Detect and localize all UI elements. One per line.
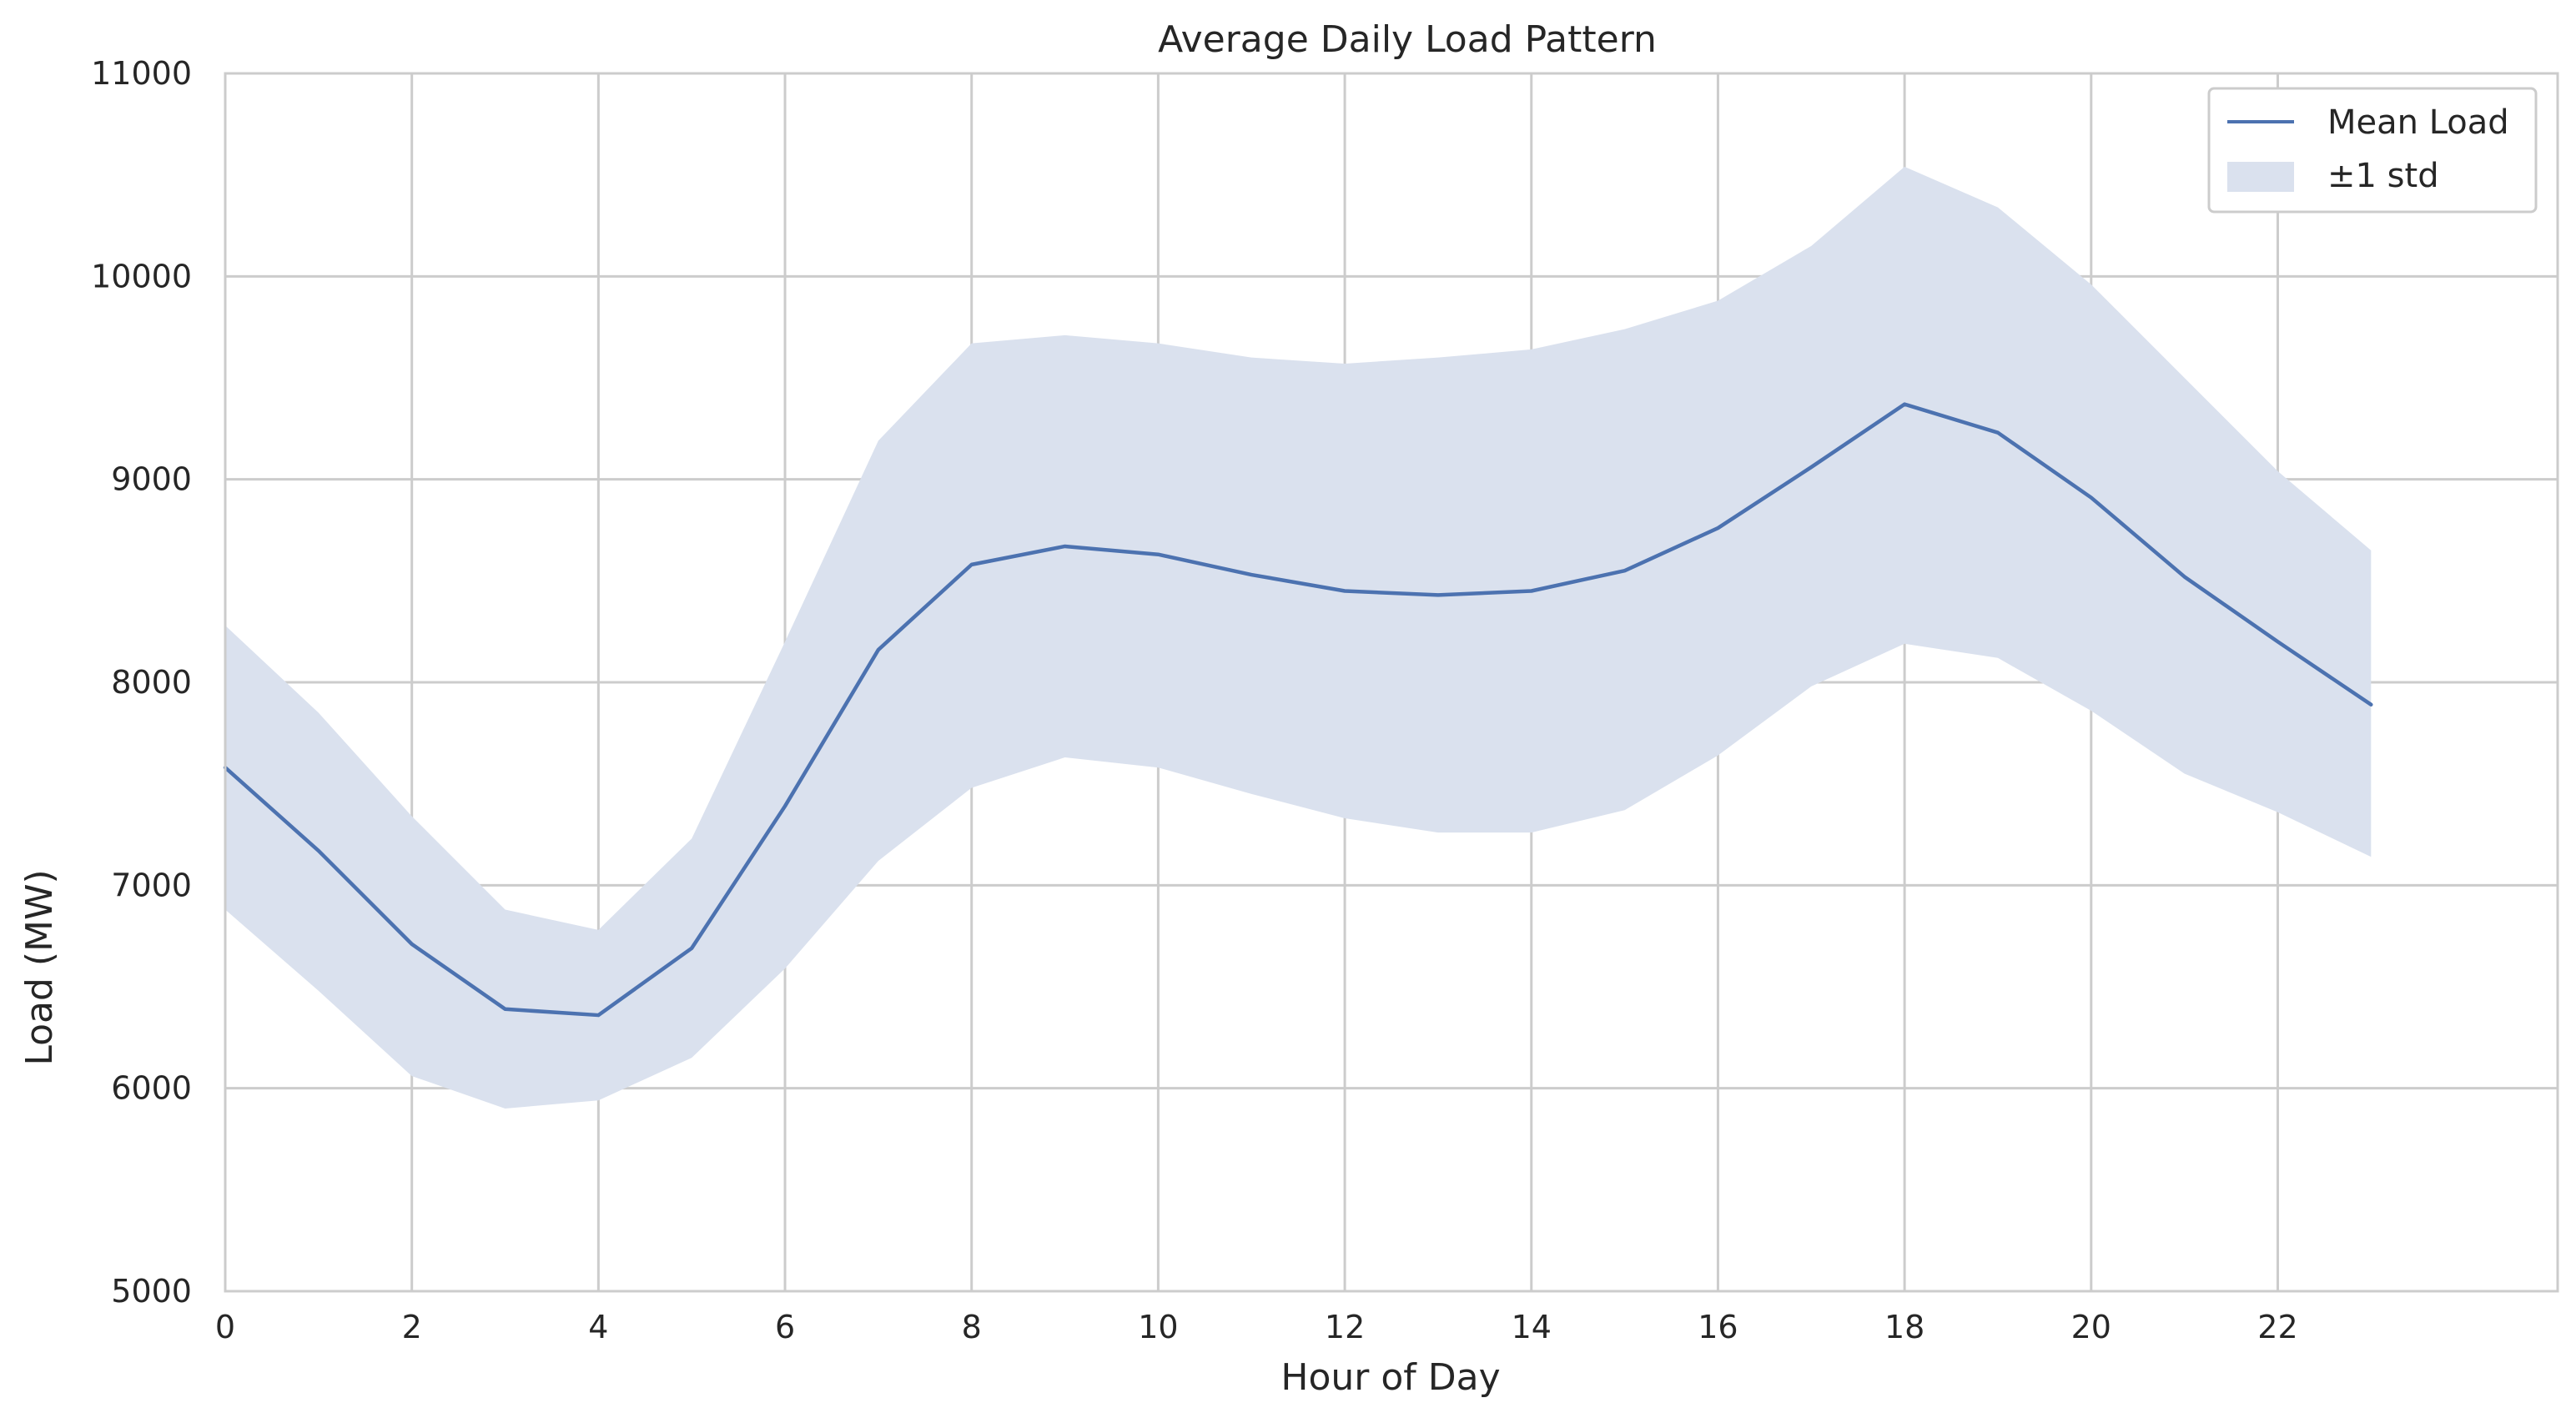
x-tick-label-10: 10 bbox=[1138, 1309, 1178, 1345]
x-tick-label-6: 6 bbox=[775, 1309, 795, 1345]
legend-label-std-band: ±1 std bbox=[2327, 157, 2439, 195]
x-tick-label-14: 14 bbox=[1512, 1309, 1552, 1345]
y-axis-title: Load (MW) bbox=[18, 869, 61, 1065]
chart-title: Average Daily Load Pattern bbox=[1158, 18, 1657, 61]
legend-label-mean-load: Mean Load bbox=[2327, 103, 2509, 142]
legend: Mean Load ±1 std bbox=[2209, 88, 2536, 212]
legend-band-swatch bbox=[2227, 162, 2294, 192]
y-tick-label-6000: 6000 bbox=[111, 1070, 192, 1107]
x-tick-label-2: 2 bbox=[402, 1309, 422, 1345]
x-tick-label-12: 12 bbox=[1325, 1309, 1365, 1345]
x-tick-label-20: 20 bbox=[2071, 1309, 2111, 1345]
x-tick-label-4: 4 bbox=[588, 1309, 608, 1345]
x-axis-title: Hour of Day bbox=[1280, 1356, 1500, 1399]
x-tick-label-16: 16 bbox=[1698, 1309, 1738, 1345]
y-tick-label-7000: 7000 bbox=[111, 867, 192, 903]
y-tick-label-8000: 8000 bbox=[111, 664, 192, 701]
y-tick-label-10000: 10000 bbox=[91, 258, 192, 294]
y-tick-label-11000: 11000 bbox=[91, 55, 192, 92]
y-tick-label-5000: 5000 bbox=[111, 1273, 192, 1310]
y-tick-label-9000: 9000 bbox=[111, 461, 192, 498]
x-tick-label-8: 8 bbox=[962, 1309, 982, 1345]
x-tick-label-0: 0 bbox=[215, 1309, 235, 1345]
x-tick-label-18: 18 bbox=[1884, 1309, 1924, 1345]
x-tick-label-22: 22 bbox=[2257, 1309, 2297, 1345]
